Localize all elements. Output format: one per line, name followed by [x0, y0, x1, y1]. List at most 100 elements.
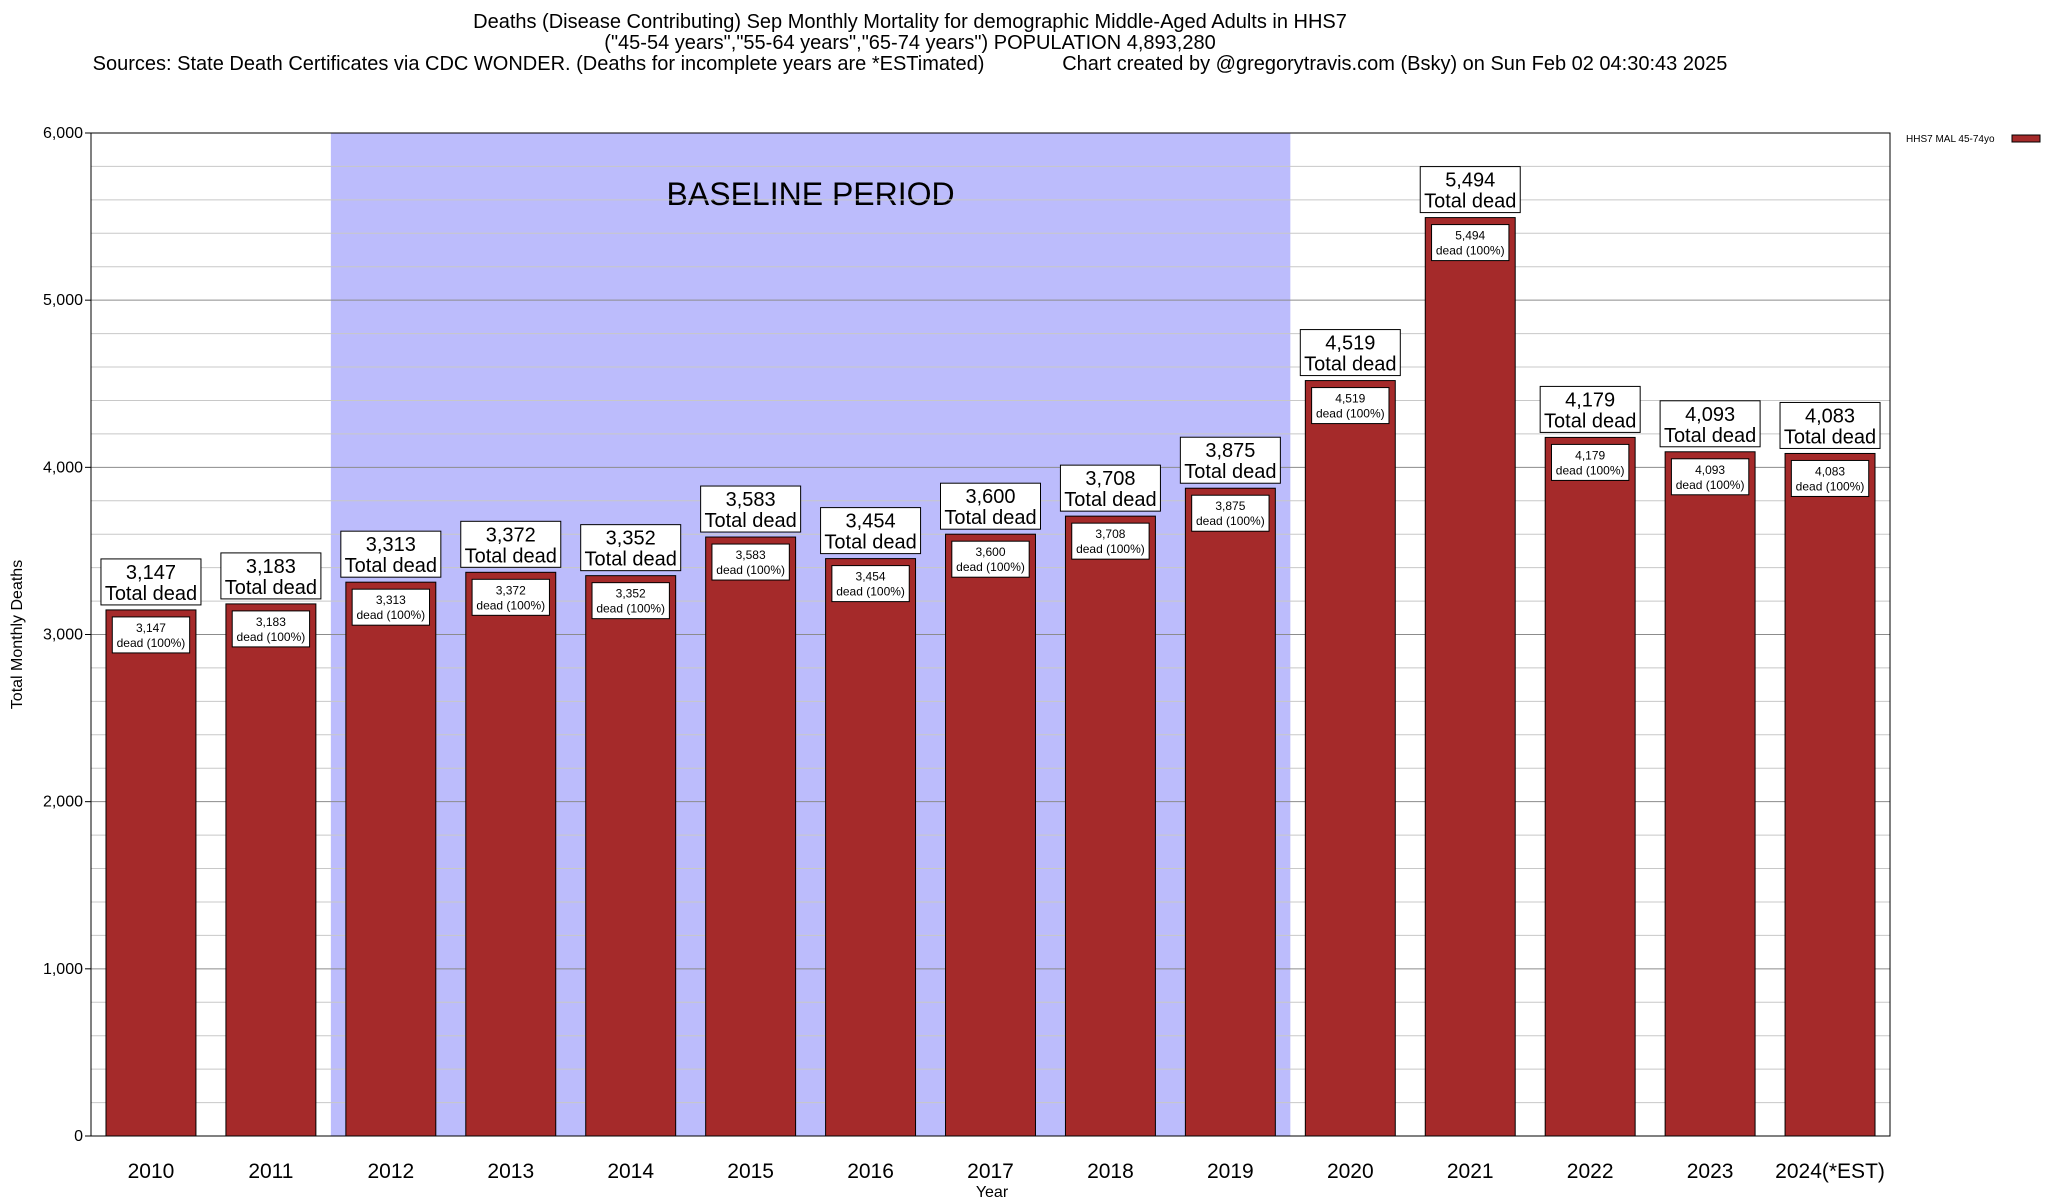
- x-tick-label: 2024(*EST): [1775, 1160, 1885, 1183]
- inner-value-label: 4,179: [1575, 448, 1605, 462]
- inner-value-label: 3,352: [616, 587, 646, 601]
- y-tick-label: 6,000: [43, 125, 83, 142]
- inner-value-label: 3,454: [856, 570, 886, 584]
- top-total-label: Total dead: [944, 507, 1036, 529]
- inner-label-box: [1431, 224, 1510, 262]
- top-value-label: 3,183: [246, 556, 296, 578]
- y-tick-label: 5,000: [43, 292, 83, 309]
- inner-label-box: [1071, 522, 1150, 560]
- x-tick-label: 2012: [367, 1160, 414, 1183]
- chart-titles: Deaths (Disease Contributing) Sep Monthl…: [0, 12, 1820, 75]
- y-tick-label: 1,000: [43, 961, 83, 978]
- bar: [345, 581, 437, 1137]
- inner-label-box: [1670, 458, 1750, 496]
- bar: [465, 571, 557, 1137]
- inner-percent-label: dead (100%): [117, 636, 186, 650]
- bar: [225, 603, 317, 1137]
- inner-percent-label: dead (100%): [1796, 479, 1865, 493]
- legend-entry-label: HHS7 MAL 45-74yo: [1906, 134, 1995, 145]
- bar: [1424, 217, 1516, 1137]
- bar: [1064, 515, 1156, 1137]
- top-value-label: 3,352: [606, 528, 656, 550]
- inner-label-box: [1191, 494, 1270, 532]
- top-value-label: 3,313: [366, 534, 416, 556]
- inner-label-box: [831, 565, 910, 603]
- top-value-label: 3,583: [726, 489, 776, 511]
- top-label-box: [220, 552, 322, 600]
- x-tick-label: 2015: [727, 1160, 774, 1183]
- inner-value-label: 3,372: [496, 583, 526, 597]
- inner-percent-label: dead (100%): [237, 630, 306, 644]
- top-total-label: Total dead: [1064, 489, 1156, 511]
- y-tick-label: 0: [74, 1128, 83, 1145]
- top-value-label: 4,093: [1685, 404, 1735, 426]
- inner-label-box: [951, 540, 1030, 578]
- inner-percent-label: dead (100%): [1556, 463, 1625, 477]
- top-value-label: 3,454: [846, 511, 896, 533]
- top-value-label: 4,519: [1325, 333, 1375, 355]
- top-total-label: Total dead: [465, 545, 557, 567]
- inner-label-box: [471, 578, 550, 616]
- inner-label-box: [231, 610, 311, 648]
- top-total-label: Total dead: [345, 555, 437, 577]
- bar: [1784, 452, 1876, 1137]
- top-label-box: [1659, 400, 1761, 448]
- top-total-label: Total dead: [1184, 461, 1276, 483]
- top-label-box: [1299, 329, 1401, 377]
- top-total-label: Total dead: [824, 532, 916, 554]
- inner-value-label: 3,147: [136, 621, 166, 635]
- x-tick-label: 2016: [847, 1160, 894, 1183]
- inner-label-box: [591, 582, 670, 620]
- x-tick-label: 2013: [487, 1160, 534, 1183]
- inner-value-label: 4,083: [1815, 464, 1845, 478]
- top-value-label: 4,179: [1565, 389, 1615, 411]
- top-total-label: Total dead: [1424, 191, 1516, 213]
- inner-label-box: [1790, 459, 1870, 497]
- chart-title: Deaths (Disease Contributing) Sep Monthl…: [473, 11, 1347, 33]
- inner-value-label: 5,494: [1455, 229, 1485, 243]
- top-label-box: [1419, 166, 1521, 214]
- inner-percent-label: dead (100%): [1676, 478, 1745, 492]
- bar: [945, 533, 1036, 1137]
- y-tick-label: 2,000: [43, 794, 83, 811]
- inner-value-label: 3,313: [376, 593, 406, 607]
- inner-percent-label: dead (100%): [836, 585, 905, 599]
- x-tick-label: 2022: [1567, 1160, 1614, 1183]
- inner-percent-label: dead (100%): [1316, 407, 1385, 421]
- x-tick-label: 2011: [248, 1160, 293, 1183]
- bar: [705, 536, 797, 1137]
- x-tick-label: 2018: [1087, 1160, 1134, 1183]
- inner-value-label: 3,708: [1095, 527, 1125, 541]
- top-total-label: Total dead: [704, 510, 796, 532]
- y-tick-label: 3,000: [43, 627, 83, 644]
- top-value-label: 3,147: [126, 562, 176, 584]
- inner-label-box: [351, 588, 431, 626]
- inner-label-box: [1311, 387, 1390, 425]
- top-label-box: [820, 507, 922, 555]
- legend: HHS7 MAL 45-74yo: [1906, 134, 2041, 145]
- inner-percent-label: dead (100%): [356, 608, 425, 622]
- top-total-label: Total dead: [585, 549, 677, 571]
- top-label-box: [1059, 464, 1161, 512]
- inner-value-label: 4,093: [1695, 463, 1725, 477]
- top-total-label: Total dead: [105, 583, 197, 605]
- inner-percent-label: dead (100%): [1436, 244, 1505, 258]
- bar: [585, 575, 677, 1137]
- inner-label-box: [111, 616, 191, 654]
- x-tick-label: 2019: [1207, 1160, 1254, 1183]
- top-label-box: [100, 558, 202, 606]
- top-label-box: [1779, 401, 1881, 449]
